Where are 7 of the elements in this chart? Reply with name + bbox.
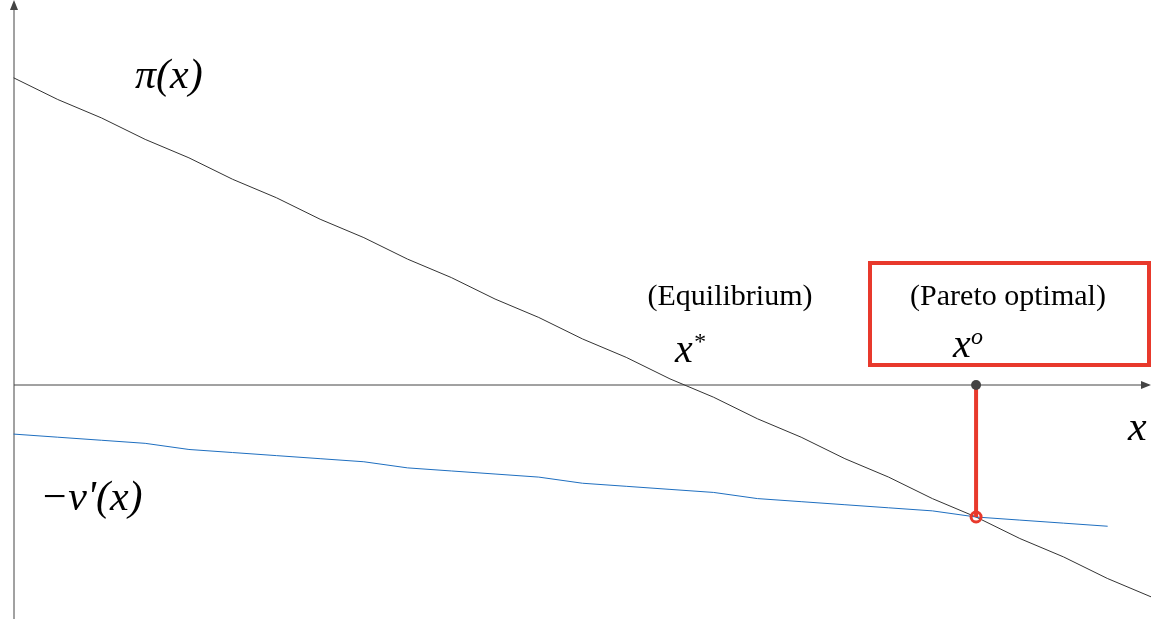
- annotation: x$^{o}$: [952, 321, 983, 366]
- series-label: π(x): [135, 51, 203, 98]
- x-axis-title: x: [1127, 403, 1147, 449]
- series-label: −v'(x): [40, 473, 143, 520]
- annotation: (Equilibrium): [647, 278, 813, 312]
- annotation: (Pareto optimal): [910, 278, 1106, 312]
- annotation: x$^{*}$: [674, 326, 705, 371]
